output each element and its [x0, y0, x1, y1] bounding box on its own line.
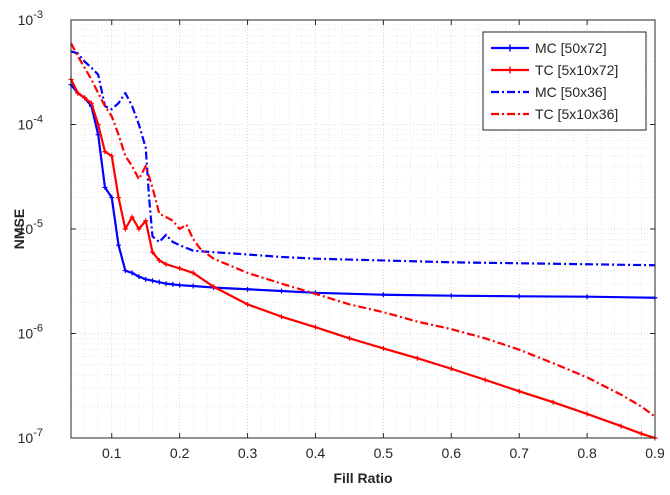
data-point [102, 149, 108, 155]
data-point [550, 399, 556, 405]
data-point [638, 431, 644, 437]
legend-marker [506, 44, 514, 52]
x-tick-label: 0.9 [645, 445, 665, 461]
data-point [102, 184, 108, 190]
data-point [516, 293, 522, 299]
x-tick-label: 0.1 [102, 445, 122, 461]
data-point [95, 122, 101, 127]
data-point [163, 281, 169, 287]
legend-label: TC [5x10x72] [535, 62, 618, 78]
data-point [129, 270, 135, 276]
y-axis-label: NMSE [11, 209, 27, 249]
data-point [116, 195, 122, 201]
data-point [88, 100, 94, 106]
data-point [312, 324, 318, 330]
data-point [136, 226, 142, 232]
y-tick-label: 10-5 [18, 218, 43, 237]
x-tick-label: 0.4 [306, 445, 326, 461]
data-point [177, 282, 183, 288]
series-layer [68, 42, 658, 441]
data-point [618, 423, 624, 429]
data-point [279, 288, 285, 294]
legend-item: MC [50x72] [491, 40, 607, 56]
x-tick-label: 0.8 [577, 445, 597, 461]
legend-item: TC [5x10x72] [491, 62, 618, 78]
series-line [70, 78, 656, 440]
data-point [190, 270, 196, 276]
x-tick-label: 0.7 [509, 445, 529, 461]
data-point [156, 257, 162, 263]
data-point [122, 268, 128, 274]
series-2 [68, 76, 658, 441]
legend-marker [506, 66, 514, 74]
data-point [584, 411, 590, 417]
y-tick-label: 10-7 [18, 427, 43, 446]
series-line [70, 50, 656, 267]
data-point [584, 294, 590, 300]
data-point [414, 355, 420, 361]
y-tick-label: 10-6 [18, 323, 43, 342]
data-point [170, 281, 176, 287]
data-point [122, 226, 128, 232]
data-point [163, 261, 169, 267]
data-point [149, 249, 155, 255]
data-point [116, 242, 122, 248]
data-point [109, 195, 115, 201]
data-point [190, 283, 196, 289]
data-point [245, 301, 251, 307]
x-tick-label: 0.3 [238, 445, 258, 461]
y-tick-label: 10-3 [18, 9, 43, 28]
data-point [346, 335, 352, 341]
series-3 [70, 50, 656, 267]
data-point [482, 377, 488, 383]
data-point [279, 314, 285, 320]
data-point [136, 274, 142, 280]
legend-label: MC [50x36] [535, 84, 607, 100]
tick-labels: 0.1 0.2 0.3 0.4 0.5 0.6 0.7 0.8 0.9 10-7 10-6 10-5 1… [18, 9, 665, 461]
data-point [516, 388, 522, 394]
legend-item: MC [50x36] [491, 84, 607, 100]
data-point [143, 276, 149, 282]
data-point [448, 366, 454, 372]
x-tick-label: 0.6 [442, 445, 462, 461]
data-point [380, 345, 386, 351]
x-axis-label: Fill Ratio [333, 470, 392, 486]
legend-item: TC [5x10x36] [491, 106, 618, 122]
data-point [211, 284, 217, 290]
data-point [245, 286, 251, 292]
data-point [380, 292, 386, 298]
data-point [143, 218, 149, 224]
data-point [109, 153, 115, 159]
x-tick-label: 0.2 [170, 445, 190, 461]
data-point [156, 279, 162, 285]
data-point [129, 214, 135, 220]
legend: MC [50x72] TC [5x10x72] MC [50x36] TC [5x10… [482, 31, 647, 131]
data-point [448, 293, 454, 299]
data-point [82, 95, 88, 101]
y-tick-label: 10-4 [18, 114, 43, 133]
x-tick-label: 0.5 [374, 445, 394, 461]
legend-label: MC [50x72] [535, 40, 607, 56]
data-point [75, 90, 81, 96]
legend-label: TC [5x10x36] [535, 106, 618, 122]
data-point [177, 265, 183, 271]
data-point [149, 278, 155, 284]
